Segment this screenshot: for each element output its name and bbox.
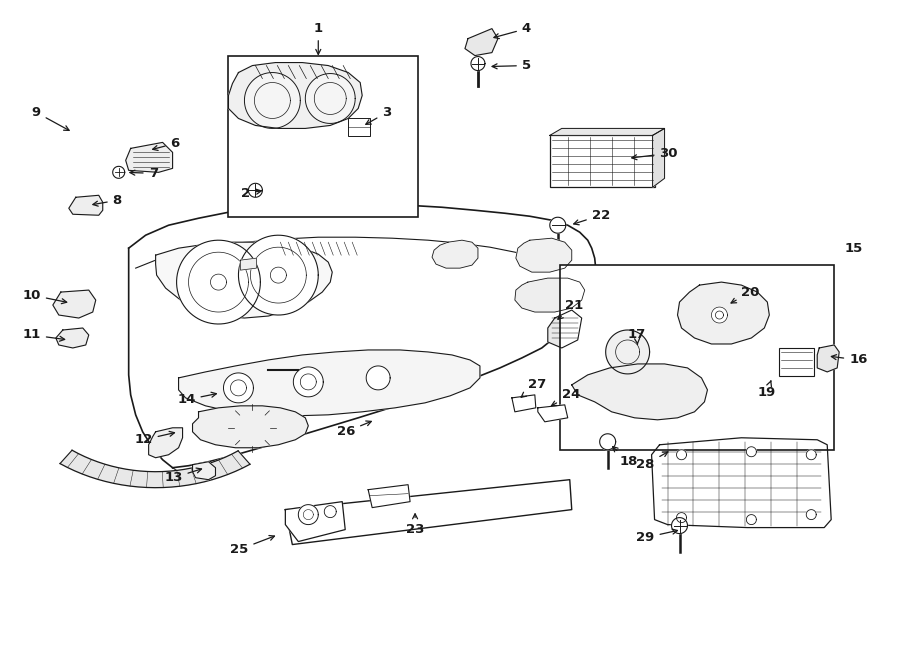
Polygon shape bbox=[293, 367, 323, 397]
Polygon shape bbox=[677, 513, 687, 523]
Polygon shape bbox=[245, 73, 301, 128]
Polygon shape bbox=[548, 310, 581, 348]
Polygon shape bbox=[285, 480, 572, 545]
Polygon shape bbox=[126, 142, 173, 173]
Polygon shape bbox=[746, 515, 756, 525]
Text: 29: 29 bbox=[636, 529, 678, 544]
Text: 5: 5 bbox=[492, 59, 531, 72]
Text: 9: 9 bbox=[32, 106, 69, 130]
Polygon shape bbox=[677, 449, 687, 460]
Polygon shape bbox=[189, 252, 248, 312]
Bar bbox=[560, 265, 834, 449]
Text: 14: 14 bbox=[177, 392, 216, 407]
Text: 3: 3 bbox=[365, 106, 392, 124]
Polygon shape bbox=[538, 405, 568, 422]
Polygon shape bbox=[176, 240, 260, 324]
Text: 13: 13 bbox=[164, 468, 202, 485]
Polygon shape bbox=[298, 504, 319, 525]
Text: 17: 17 bbox=[627, 329, 646, 344]
Polygon shape bbox=[512, 395, 535, 412]
Bar bbox=[550, 136, 654, 187]
Text: 18: 18 bbox=[613, 447, 638, 468]
Text: 19: 19 bbox=[758, 381, 776, 399]
Text: 15: 15 bbox=[844, 242, 862, 254]
Polygon shape bbox=[516, 238, 572, 272]
Text: 10: 10 bbox=[22, 289, 67, 303]
Polygon shape bbox=[599, 434, 616, 449]
Polygon shape bbox=[53, 290, 95, 318]
Polygon shape bbox=[806, 510, 816, 520]
Polygon shape bbox=[270, 267, 286, 283]
Polygon shape bbox=[285, 502, 346, 541]
Polygon shape bbox=[240, 258, 256, 270]
Polygon shape bbox=[572, 364, 707, 420]
Text: 23: 23 bbox=[406, 514, 424, 536]
Text: 27: 27 bbox=[521, 378, 546, 397]
Text: 30: 30 bbox=[632, 147, 678, 160]
Polygon shape bbox=[156, 242, 332, 318]
Text: 20: 20 bbox=[731, 286, 760, 303]
Polygon shape bbox=[652, 438, 832, 527]
Text: 1: 1 bbox=[314, 22, 323, 54]
Polygon shape bbox=[465, 28, 498, 56]
Polygon shape bbox=[432, 240, 478, 268]
Polygon shape bbox=[60, 450, 250, 488]
Text: 7: 7 bbox=[130, 167, 158, 180]
Polygon shape bbox=[112, 167, 125, 178]
Text: 25: 25 bbox=[230, 535, 274, 556]
Polygon shape bbox=[550, 217, 566, 233]
Polygon shape bbox=[616, 340, 640, 364]
Text: 24: 24 bbox=[552, 389, 581, 406]
Bar bbox=[779, 348, 814, 376]
Polygon shape bbox=[817, 345, 839, 372]
Polygon shape bbox=[248, 183, 263, 197]
Polygon shape bbox=[211, 274, 227, 290]
Text: 16: 16 bbox=[832, 354, 868, 366]
Polygon shape bbox=[250, 247, 306, 303]
Polygon shape bbox=[606, 330, 650, 374]
Bar bbox=[348, 118, 370, 136]
Polygon shape bbox=[515, 278, 585, 312]
Polygon shape bbox=[301, 374, 316, 390]
Text: 28: 28 bbox=[636, 452, 668, 471]
Text: 21: 21 bbox=[558, 299, 583, 319]
Polygon shape bbox=[671, 518, 688, 533]
Text: 22: 22 bbox=[573, 209, 610, 225]
Polygon shape bbox=[178, 350, 480, 416]
Polygon shape bbox=[56, 328, 89, 348]
Polygon shape bbox=[806, 449, 816, 460]
Polygon shape bbox=[193, 462, 215, 480]
Polygon shape bbox=[366, 366, 390, 390]
Text: 12: 12 bbox=[134, 432, 175, 446]
Polygon shape bbox=[229, 63, 362, 128]
Polygon shape bbox=[652, 128, 664, 187]
Text: 8: 8 bbox=[93, 194, 122, 207]
Polygon shape bbox=[230, 380, 247, 396]
Polygon shape bbox=[678, 282, 770, 344]
Text: 6: 6 bbox=[153, 137, 180, 151]
Bar bbox=[229, 56, 418, 217]
Polygon shape bbox=[303, 510, 313, 520]
Polygon shape bbox=[255, 83, 291, 118]
Polygon shape bbox=[223, 373, 254, 403]
Polygon shape bbox=[368, 485, 410, 508]
Polygon shape bbox=[712, 307, 727, 323]
Polygon shape bbox=[68, 195, 103, 215]
Polygon shape bbox=[305, 73, 356, 124]
Polygon shape bbox=[746, 447, 756, 457]
Polygon shape bbox=[238, 235, 319, 315]
Polygon shape bbox=[148, 428, 183, 457]
Polygon shape bbox=[314, 83, 346, 114]
Text: 2: 2 bbox=[241, 187, 261, 200]
Polygon shape bbox=[324, 506, 337, 518]
Polygon shape bbox=[193, 406, 309, 447]
Text: 26: 26 bbox=[337, 421, 372, 438]
Polygon shape bbox=[550, 128, 664, 136]
Polygon shape bbox=[471, 57, 485, 71]
Text: 11: 11 bbox=[22, 329, 65, 342]
Text: 4: 4 bbox=[494, 22, 531, 38]
Polygon shape bbox=[716, 311, 724, 319]
